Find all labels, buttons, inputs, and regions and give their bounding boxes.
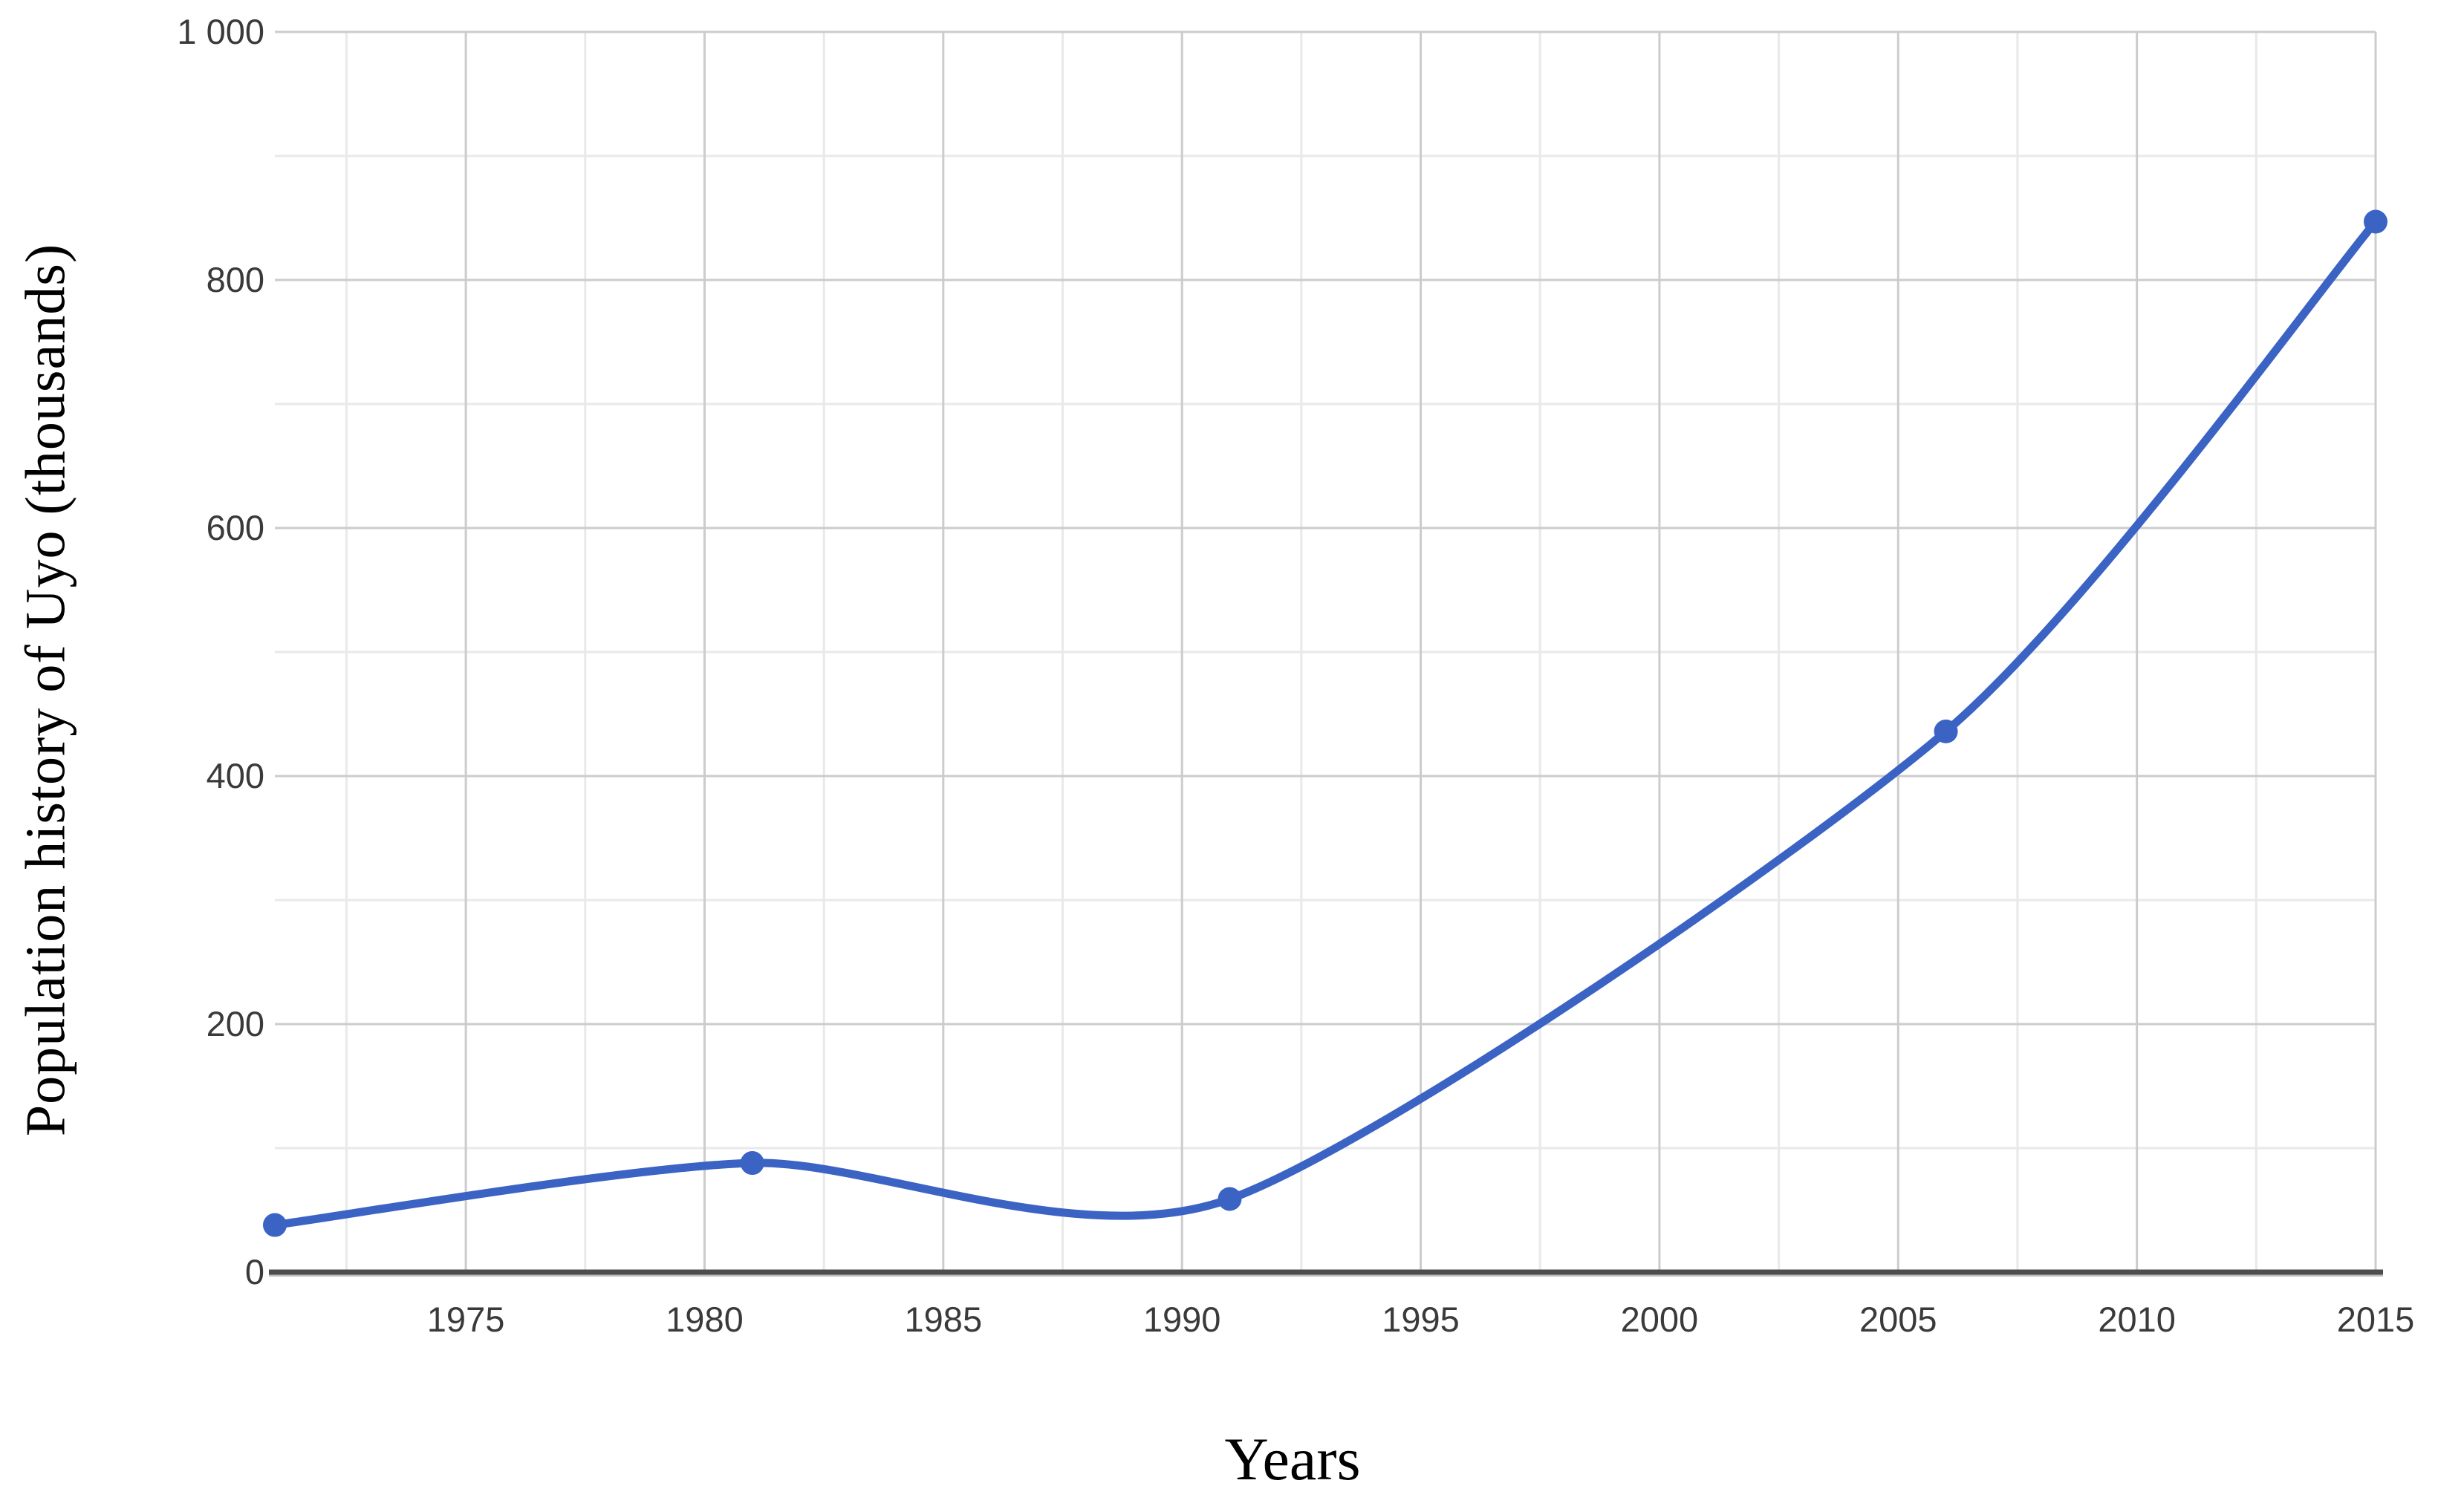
data-point-1971[interactable] <box>263 1213 287 1237</box>
x-tick-label-1980: 1980 <box>666 1300 744 1339</box>
data-point-2006[interactable] <box>1934 719 1958 743</box>
data-point-2015[interactable] <box>2364 209 2387 234</box>
y-tick-label-400: 400 <box>206 756 264 795</box>
x-tick-label-1985: 1985 <box>904 1300 983 1339</box>
series-line <box>270 218 2380 1229</box>
y-axis-title: Population history of Uyo (thousands) <box>14 243 77 1137</box>
y-tick-label-200: 200 <box>206 1004 264 1043</box>
x-tick-label-2000: 2000 <box>1620 1300 1699 1339</box>
x-tick-label-1990: 1990 <box>1142 1300 1221 1339</box>
y-tick-label-0: 0 <box>244 1252 264 1291</box>
x-tick-label-2010: 2010 <box>2098 1300 2176 1339</box>
data-point-1991[interactable] <box>1218 1187 1242 1211</box>
y-tick-label-1000: 1 000 <box>177 12 264 51</box>
x-axis-title: Years <box>1224 1425 1361 1493</box>
x-tick-label-1995: 1995 <box>1382 1300 1460 1339</box>
y-tick-label-600: 600 <box>206 508 264 547</box>
y-tick-label-800: 800 <box>206 260 264 299</box>
x-tick-label-1975: 1975 <box>426 1300 505 1339</box>
x-tick-label-2005: 2005 <box>1859 1300 1937 1339</box>
data-point-1981[interactable] <box>740 1151 764 1176</box>
x-tick-label-2015: 2015 <box>2336 1300 2415 1339</box>
